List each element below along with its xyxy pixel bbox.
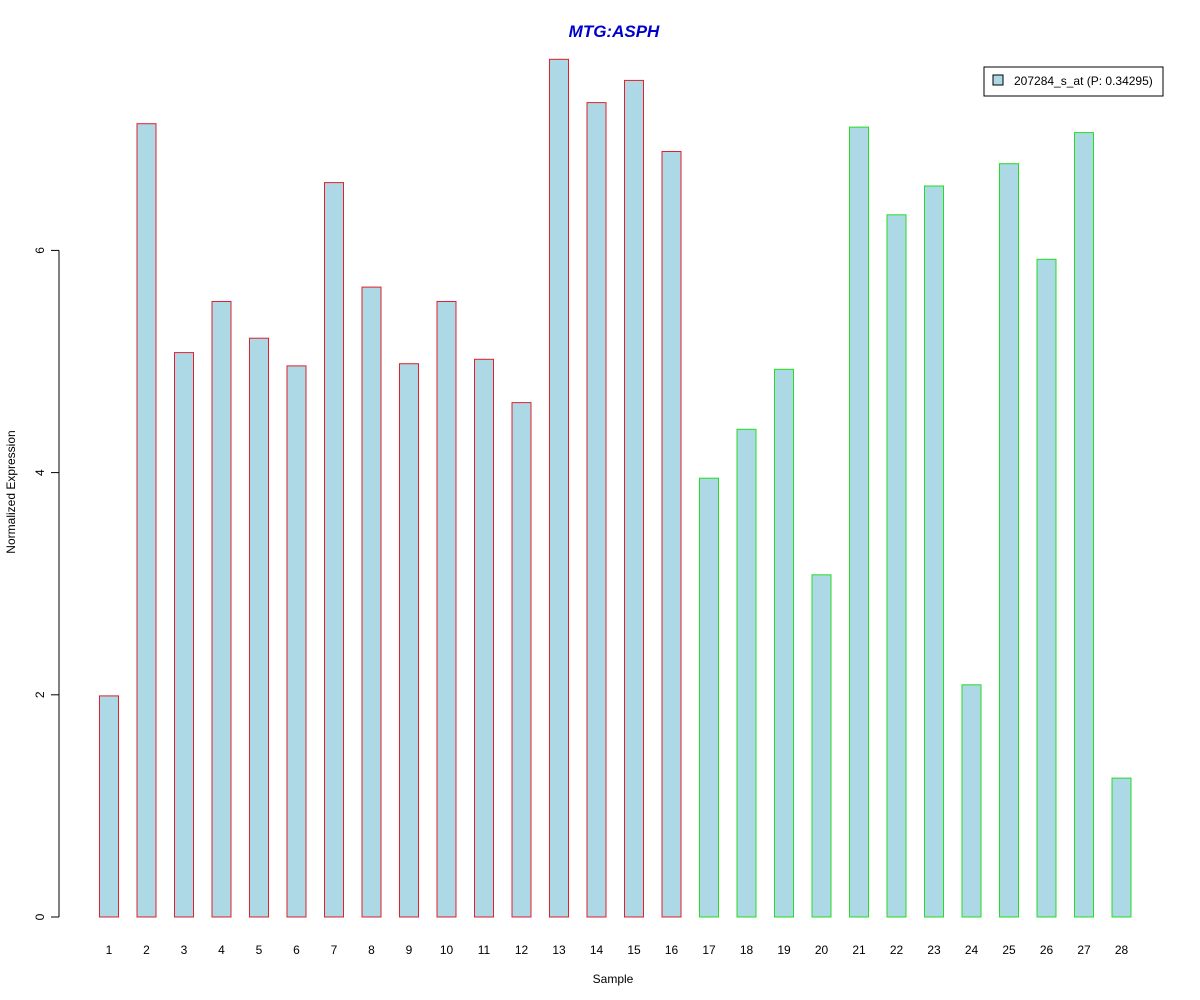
x-tick-labels: 1 2 3 4 5 6 7 8 9 10 11 12 13 14 15 16 17 18 19 20 21 22 23 24 2… <box>106 943 1129 957</box>
x-tick-label: 14 <box>590 943 604 957</box>
x-tick-label: 11 <box>478 943 491 957</box>
x-tick-label: 10 <box>440 943 454 957</box>
bar-sample-26 <box>1036 258 1057 918</box>
x-tick-label: 16 <box>665 943 679 957</box>
bar-sample-19 <box>774 368 794 918</box>
bar-sample-16 <box>661 151 682 918</box>
bar-sample-21 <box>849 126 869 918</box>
x-tick-label: 22 <box>890 943 904 957</box>
bar-sample-24 <box>961 684 982 918</box>
x-tick-label: 13 <box>552 943 566 957</box>
bar-sample-25 <box>999 163 1019 918</box>
bar-sample-4 <box>211 301 232 918</box>
x-tick-label: 9 <box>406 943 413 957</box>
bar-sample-1 <box>99 695 119 918</box>
x-tick-label: 23 <box>927 943 941 957</box>
x-axis-label: Sample <box>593 972 634 986</box>
bar-sample-11 <box>474 358 494 918</box>
bar-sample-23 <box>924 185 944 918</box>
x-tick-label: 26 <box>1040 943 1054 957</box>
bar-sample-17 <box>699 477 719 918</box>
x-tick-label: 24 <box>965 943 979 957</box>
y-tick-label: 4 <box>33 469 47 476</box>
bar-sample-14 <box>586 102 607 918</box>
x-tick-label: 17 <box>702 943 716 957</box>
bar-sample-20 <box>811 574 832 918</box>
legend-entry-label: 207284_s_at (P: 0.34295) <box>1014 74 1153 88</box>
chart-title: MTG:ASPH <box>569 22 660 41</box>
y-axis-label: Normalized Expression <box>4 430 18 553</box>
bar-sample-13 <box>549 58 569 918</box>
bar-sample-9 <box>399 363 419 918</box>
x-tick-label: 12 <box>515 943 529 957</box>
bar-sample-15 <box>624 79 644 918</box>
x-tick-label: 15 <box>627 943 641 957</box>
x-tick-label: 18 <box>740 943 754 957</box>
x-tick-label: 19 <box>777 943 791 957</box>
legend-box <box>983 66 1164 97</box>
x-tick-label: 27 <box>1077 943 1091 957</box>
bar-sample-12 <box>511 402 532 918</box>
x-tick-label: 6 <box>293 943 300 957</box>
bar-sample-10 <box>436 301 457 918</box>
x-tick-label: 1 <box>106 943 113 957</box>
x-tick-label: 4 <box>218 943 225 957</box>
bar-sample-8 <box>361 286 382 918</box>
x-tick-label: 28 <box>1115 943 1129 957</box>
legend: 207284_s_at (P: 0.34295) <box>983 66 1164 97</box>
bar-sample-2 <box>136 123 157 918</box>
y-tick-label: 6 <box>33 247 47 254</box>
x-tick-label: 7 <box>331 943 338 957</box>
x-tick-label: 25 <box>1002 943 1016 957</box>
x-tick-label: 20 <box>815 943 829 957</box>
x-tick-label: 5 <box>256 943 263 957</box>
bar-sample-22 <box>886 214 907 918</box>
legend-swatch <box>992 74 1004 86</box>
y-tick-label: 0 <box>33 913 47 920</box>
y-tick-label: 2 <box>33 691 47 698</box>
bar-sample-27 <box>1074 132 1094 918</box>
bar-sample-3 <box>174 352 194 918</box>
bars-group <box>99 58 1132 918</box>
x-tick-label: 3 <box>181 943 188 957</box>
bar-sample-5 <box>249 337 269 918</box>
y-axis: 0 2 4 6 <box>33 247 60 920</box>
bar-sample-6 <box>286 365 307 918</box>
bar-sample-28 <box>1111 777 1132 918</box>
bar-sample-7 <box>324 182 344 918</box>
bar-sample-18 <box>736 428 757 918</box>
x-tick-label: 2 <box>143 943 150 957</box>
x-tick-label: 21 <box>852 943 866 957</box>
x-tick-label: 8 <box>368 943 375 957</box>
